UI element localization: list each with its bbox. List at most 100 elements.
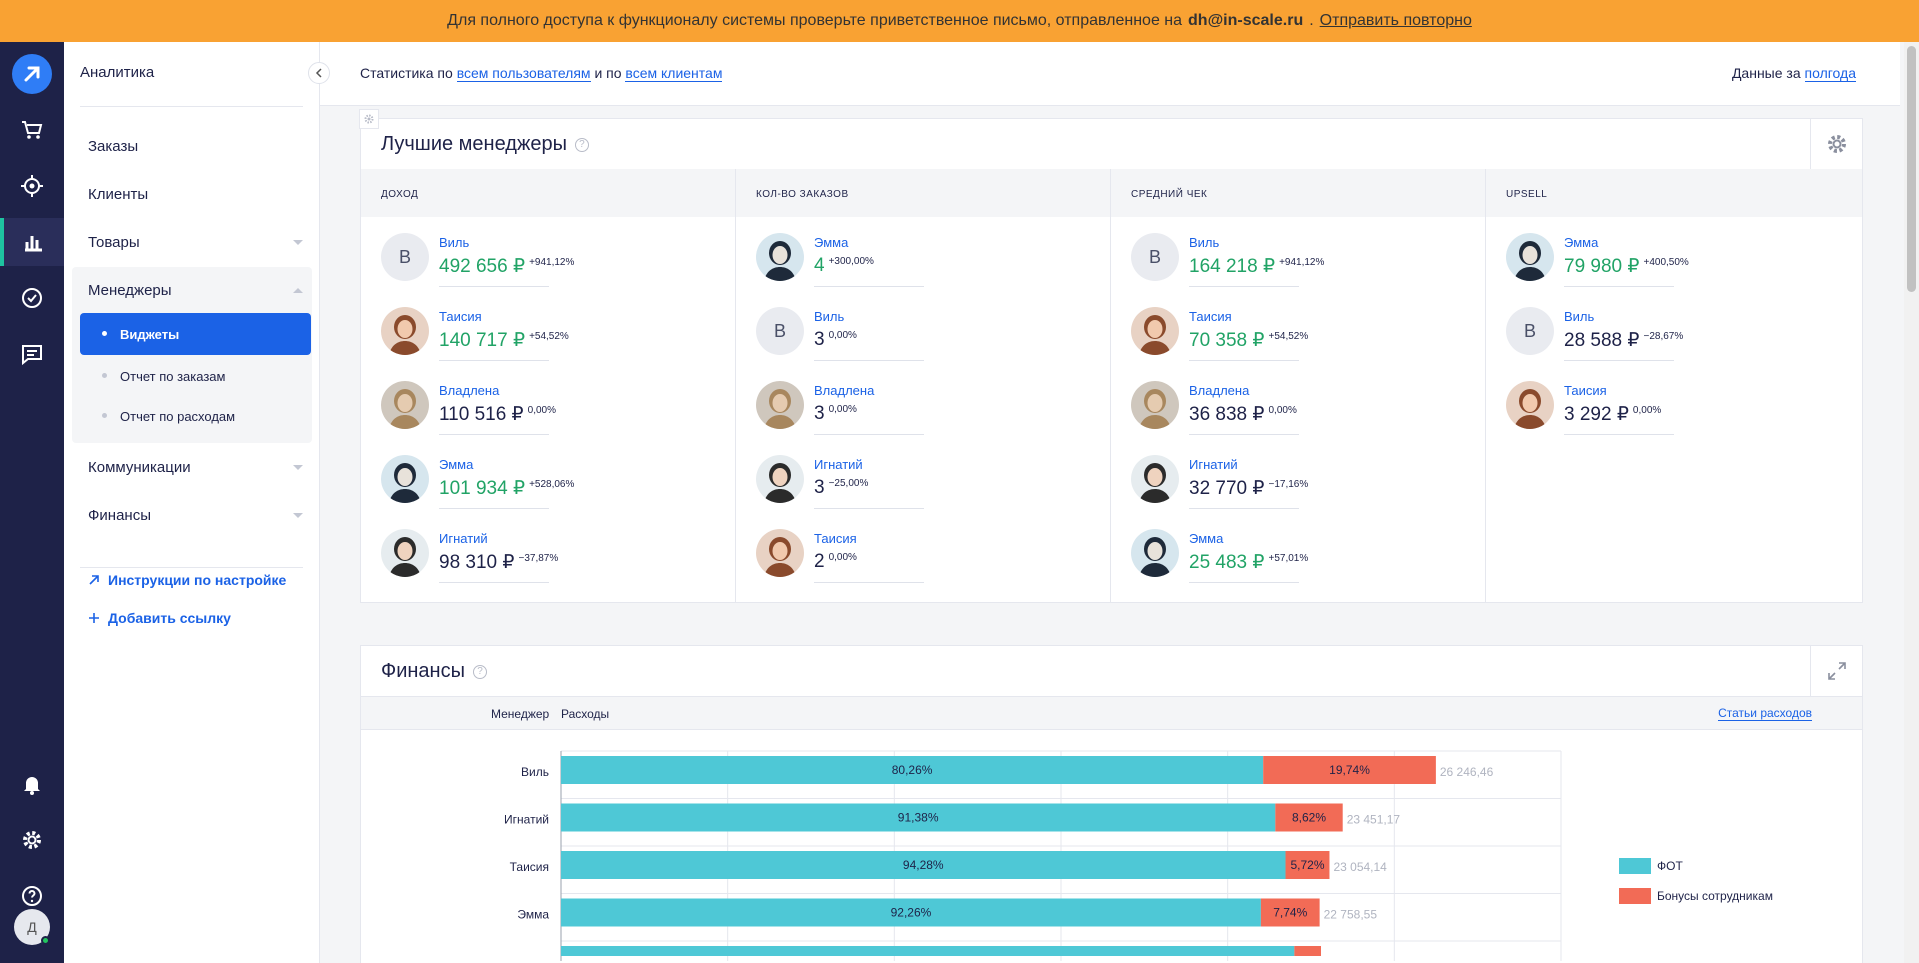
user-avatar[interactable]: Д (14, 909, 50, 945)
sidebar-item-label: Менеджеры (88, 281, 172, 299)
bullet-icon (102, 373, 107, 378)
avatar: В (381, 233, 429, 281)
manager-name-link[interactable]: Таисия (1564, 383, 1607, 398)
entry-divider (1189, 508, 1299, 509)
managers-column: Средний чек В Виль 164 218 ₽ +941,12% Таисия 7… (1111, 169, 1486, 602)
sidebar-item-managers[interactable]: Менеджеры (88, 278, 303, 302)
target-icon[interactable] (0, 162, 64, 210)
metric-value: 36 838 ₽0,00% (1189, 403, 1297, 426)
add-link-button[interactable]: Добавить ссылку (88, 610, 231, 626)
sidebar-sub-orders-report[interactable]: Отчет по заказам (80, 355, 311, 397)
metric-change: +941,12% (529, 256, 575, 268)
plus-icon (89, 613, 99, 623)
expense-items-link[interactable]: Статьи расходов (1718, 706, 1812, 721)
entry-divider (814, 434, 924, 435)
metric-value: 70 358 ₽ +54,52% (1189, 329, 1308, 352)
settings-icon[interactable] (0, 816, 64, 864)
manager-name-link[interactable]: Эмма (814, 235, 849, 250)
manager-name-link[interactable]: Таисия (814, 531, 857, 546)
scrollbar-thumb[interactable] (1907, 46, 1916, 292)
sidebar-divider (80, 567, 303, 568)
manager-name-link[interactable]: Владлена (814, 383, 875, 398)
sidebar-item-clients[interactable]: Клиенты (88, 182, 303, 206)
online-status-dot (41, 936, 50, 945)
metric-value-text: 492 656 ₽ (439, 256, 526, 277)
help-icon[interactable] (0, 872, 64, 920)
all-users-link[interactable]: всем пользователям (456, 65, 591, 82)
resend-link[interactable]: Отправить повторно (1319, 12, 1472, 29)
bar-segment (561, 898, 1261, 927)
metric-value-text: 164 218 ₽ (1189, 256, 1276, 277)
logo-icon[interactable] (12, 54, 52, 94)
sidebar-item-orders[interactable]: Заказы (88, 134, 303, 158)
category-label: Игнатий (504, 813, 549, 827)
metric-change: 0,00% (828, 329, 857, 341)
manager-name-link[interactable]: Эмма (439, 457, 474, 472)
cart-icon[interactable] (0, 106, 64, 154)
manager-name-link[interactable]: Игнатий (814, 457, 863, 472)
sidebar-sub-widgets[interactable]: Виджеты (80, 313, 311, 355)
entry-divider (814, 582, 924, 583)
entry-divider (814, 286, 924, 287)
manager-name-link[interactable]: Таисия (1189, 309, 1232, 324)
widget-settings-button[interactable] (1810, 119, 1862, 169)
manager-name-link[interactable]: Владлена (439, 383, 500, 398)
metric-value-text: 3 292 ₽ (1564, 404, 1629, 425)
manager-name-link[interactable]: Владлена (1189, 383, 1250, 398)
avatar: В (1131, 233, 1179, 281)
chevron-up-icon (293, 287, 303, 293)
metric-change: −17,16% (1268, 478, 1309, 490)
manager-name-link[interactable]: Эмма (1189, 531, 1224, 546)
metric-change: 0,00% (1632, 404, 1662, 416)
widget-title: Лучшие менеджеры ? (381, 133, 589, 156)
data-for-label: Данные за (1731, 65, 1801, 81)
manager-name-link[interactable]: Виль (1564, 309, 1595, 324)
manager-name-link[interactable]: Игнатий (1189, 457, 1238, 472)
chat-icon[interactable] (0, 330, 64, 378)
manager-name-link[interactable]: Игнатий (439, 531, 488, 546)
bar-data-label: 80,26% (892, 763, 933, 777)
page-scrollbar[interactable] (1904, 42, 1919, 963)
all-clients-link[interactable]: всем клиентам (625, 65, 723, 82)
sidebar-item-communications[interactable]: Коммуникации (88, 455, 303, 479)
metric-change: 0,00% (527, 404, 556, 416)
metric-change: +941,12% (1279, 256, 1325, 268)
bar-segment-partial (1294, 946, 1321, 956)
bell-icon[interactable] (0, 760, 64, 808)
legend-item[interactable]: ФОТ (1619, 858, 1683, 874)
sidebar-item-finance[interactable]: Финансы (88, 503, 303, 527)
manager-name-link[interactable]: Виль (814, 309, 845, 324)
manager-name-link[interactable]: Виль (1189, 235, 1220, 250)
bar-total-label: 23 054,14 (1333, 860, 1387, 874)
metric-value-text: 101 934 ₽ (439, 478, 526, 499)
manager-entry: Эмма 79 980 ₽ +400,50% (1506, 229, 1689, 303)
setup-instructions-label: Инструкции по настройке (108, 572, 287, 588)
sidebar-collapse-button[interactable] (308, 62, 330, 84)
metric-change: +400,50% (1643, 256, 1689, 268)
setup-instructions-link[interactable]: Инструкции по настройке (88, 572, 286, 588)
avatar-photo (381, 381, 429, 429)
expand-button[interactable] (1810, 646, 1862, 696)
metric-value: 28 588 ₽ −28,67% (1564, 329, 1683, 352)
help-question-icon[interactable]: ? (472, 664, 487, 679)
sidebar-item-label: Товары (88, 233, 140, 251)
col-expenses: Расходы (561, 707, 610, 721)
entry-divider (1189, 286, 1299, 287)
help-question-icon[interactable]: ? (574, 137, 589, 152)
manager-name-link[interactable]: Эмма (1564, 235, 1599, 250)
entry-divider (1564, 434, 1674, 435)
metric-value-text: 3 (814, 403, 825, 424)
sidebar-item-products[interactable]: Товары (88, 230, 303, 254)
avatar: В (1506, 307, 1554, 355)
manager-name-link[interactable]: Виль (439, 235, 470, 250)
check-icon[interactable] (0, 274, 64, 322)
legend-item[interactable]: Бонусы сотрудникам (1619, 888, 1773, 904)
avatar-photo (756, 381, 804, 429)
period-link[interactable]: полгода (1804, 65, 1856, 82)
metric-value: 3 0,00% (814, 403, 857, 425)
widget-drag-gear-icon[interactable] (359, 109, 379, 129)
sidebar-sub-expenses-report[interactable]: Отчет по расходам (80, 395, 311, 437)
manager-name-link[interactable]: Таисия (439, 309, 482, 324)
banner-email: dh@in-scale.ru (1188, 12, 1304, 29)
chart-icon[interactable] (0, 218, 64, 266)
